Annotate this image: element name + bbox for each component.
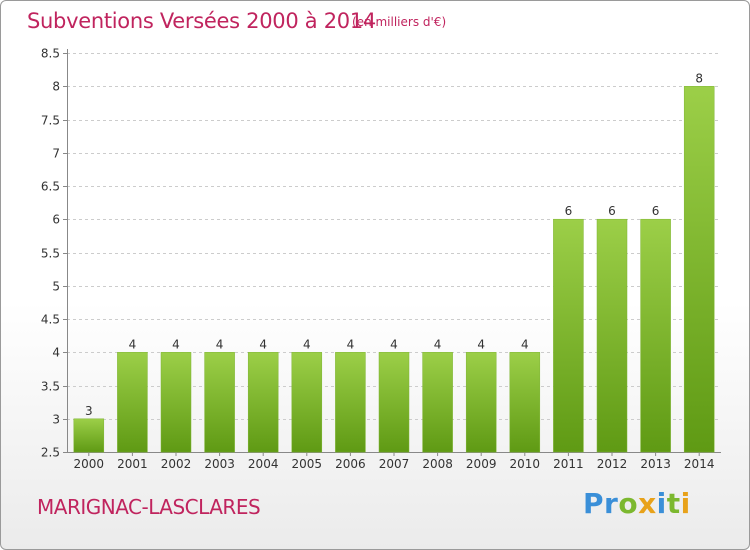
y-tick-label: 8.5 [41,47,60,61]
x-tick-label: 2001 [117,457,148,471]
logo-letter: t [666,487,681,520]
data-label: 4 [434,337,442,351]
bar-2013 [640,218,671,453]
y-tick-label: 3 [52,413,60,427]
x-tick-label: 2014 [684,457,715,471]
x-tick-label: 2008 [422,457,453,471]
bar-2002 [160,352,192,453]
x-tick-label: 2007 [379,457,410,471]
bar-2000 [73,418,105,453]
x-tick-label: 2005 [292,457,323,471]
y-tick-label: 4 [52,346,60,360]
x-tick-label: 2011 [553,457,584,471]
x-tick-label: 2009 [466,457,497,471]
x-tick-label: 2012 [597,457,628,471]
commune-name: MARIGNAC-LASCLARES [37,495,261,519]
data-label: 6 [565,204,573,218]
bar-2005 [291,352,323,453]
logo-letter: x [638,487,657,520]
data-label: 6 [608,204,616,218]
y-tick-label: 8 [52,80,60,94]
data-label: 4 [216,337,224,351]
data-label: 8 [695,71,703,85]
x-tick-label: 2000 [74,457,105,471]
y-tick-label: 6.5 [41,180,60,194]
y-tick-label: 7 [52,147,60,161]
logo-letter: r [604,487,619,520]
y-tick-label: 2.5 [41,446,60,460]
bar-2001 [117,352,148,453]
x-tick-label: 2002 [161,457,192,471]
chart-subtitle: (en milliers d'€) [352,15,447,29]
data-label: 6 [652,204,660,218]
bar-2006 [335,352,366,453]
bar-chart: 2.5 3 3.5 4 4.5 5 5.5 6 6.5 7 7.5 8 8.5 2000 2001 2002 2… [41,47,721,471]
bar-2004 [247,352,279,453]
data-label: 4 [390,337,398,351]
bar-2012 [596,218,628,453]
bar-2009 [465,352,497,453]
y-tick-label: 3.5 [41,380,60,394]
data-label: 4 [303,337,311,351]
data-label: 4 [347,337,355,351]
y-tick-label: 5 [52,280,60,294]
data-label: 4 [477,337,485,351]
data-label: 4 [259,337,267,351]
bar-2011 [553,218,584,453]
logo-letter: i [656,487,667,520]
logo-letter: o [618,487,639,520]
data-label: 3 [85,404,93,418]
x-tick-label: 2013 [640,457,671,471]
x-tick-label: 2003 [204,457,235,471]
data-label: 4 [521,337,529,351]
logo-letter: P [583,487,605,520]
y-tick-label: 7.5 [41,114,60,128]
data-label: 4 [172,337,180,351]
y-tick-label: 4.5 [41,313,60,327]
x-tick-label: 2004 [248,457,279,471]
bar-2007 [378,352,410,453]
x-tick-label: 2010 [510,457,541,471]
chart-title: Subventions Versées 2000 à 2014 [27,9,376,33]
proxiti-logo: Proxiti [583,487,691,520]
bar-2010 [509,352,541,453]
bar-2003 [204,352,235,453]
bar-2008 [422,352,453,453]
logo-letter: i [680,487,691,520]
y-tick-label: 5.5 [41,247,60,261]
bar-2014 [683,86,715,453]
y-tick-label: 6 [52,213,60,227]
data-label: 4 [129,337,137,351]
x-tick-label: 2006 [335,457,366,471]
